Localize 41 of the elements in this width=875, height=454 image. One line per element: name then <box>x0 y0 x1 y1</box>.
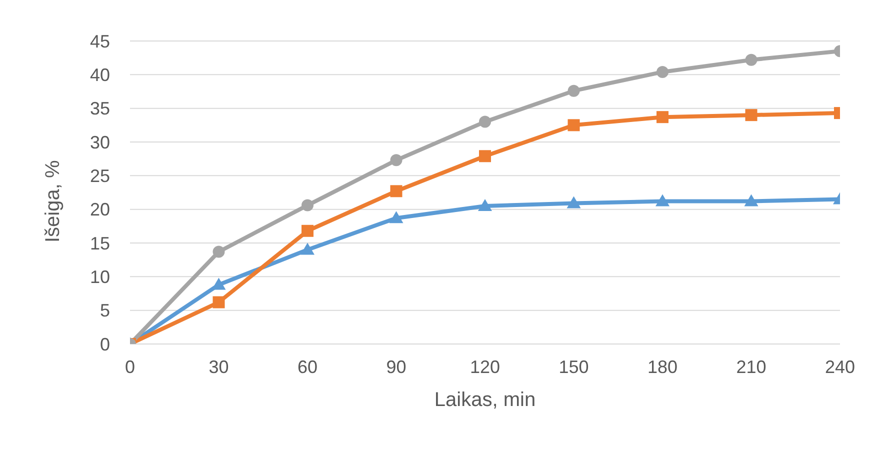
point <box>568 84 580 97</box>
point <box>389 211 404 224</box>
point <box>479 150 491 162</box>
point <box>390 154 402 166</box>
point <box>566 196 581 208</box>
y-tick-label: 20 <box>90 200 110 220</box>
point <box>479 116 491 128</box>
x-tick-label: 90 <box>386 356 406 377</box>
point <box>656 66 668 78</box>
x-tick-label: 150 <box>558 356 589 377</box>
point <box>212 246 225 258</box>
y-axis-title: Išeiga, % <box>42 160 64 242</box>
point <box>656 111 668 124</box>
x-tick-label: 0 <box>124 356 136 377</box>
y-tick-label: 5 <box>100 300 110 321</box>
point <box>744 194 758 206</box>
x-axis-title: Laikas, min <box>434 389 536 411</box>
point <box>478 198 492 211</box>
x-tick-label: 180 <box>647 356 678 377</box>
y-tick-label: 25 <box>90 166 110 186</box>
y-tick-label: 45 <box>90 31 110 52</box>
point <box>390 185 402 198</box>
x-tick-label: 30 <box>208 356 229 377</box>
x-tick-label: 120 <box>470 356 500 377</box>
y-tick-label: 15 <box>90 233 110 254</box>
y-tick-label: 35 <box>90 98 110 119</box>
x-tick-label: 210 <box>736 356 766 377</box>
point <box>302 224 314 237</box>
point <box>302 199 314 212</box>
point <box>300 242 314 255</box>
x-tick-label: 60 <box>297 356 318 377</box>
point <box>745 54 758 66</box>
y-tick-label: 30 <box>90 132 110 152</box>
point <box>656 194 670 206</box>
point <box>568 119 580 132</box>
point <box>745 109 758 122</box>
x-tick-label: 240 <box>824 356 856 377</box>
point <box>212 296 225 308</box>
y-tick-label: 0 <box>100 334 110 354</box>
y-tick-label: 10 <box>90 267 110 288</box>
y-tick-label: 40 <box>90 65 110 86</box>
